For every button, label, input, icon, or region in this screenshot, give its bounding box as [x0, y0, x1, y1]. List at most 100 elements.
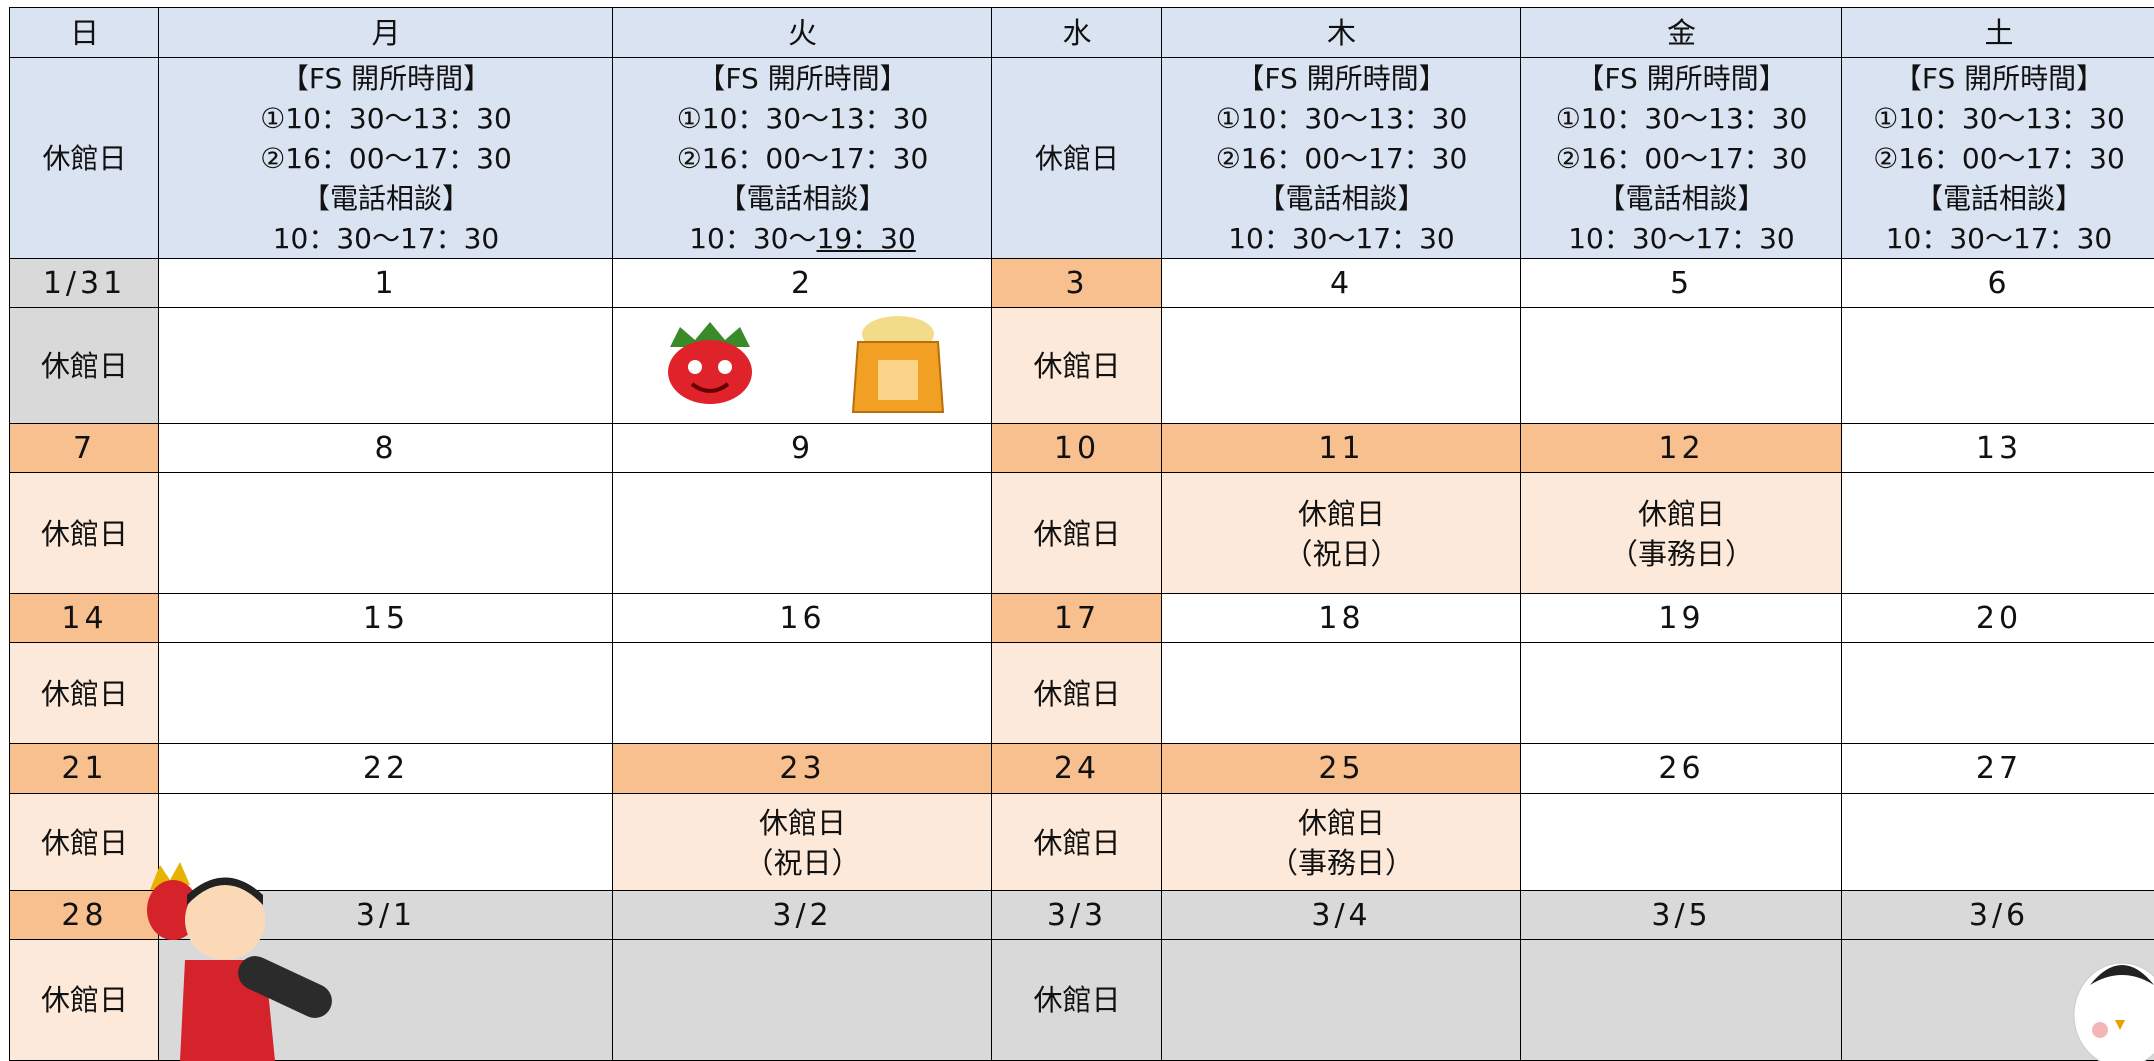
note-cell: 休館日	[991, 472, 1163, 595]
text: 10：30～17：30	[1568, 221, 1795, 255]
text: 【電話相談】	[1257, 181, 1426, 215]
date-cell: 3/2	[612, 890, 993, 941]
text: 18	[1318, 600, 1365, 636]
hours-cell: 【FS 開所時間】 ①10：30～13：30 ②16：00～17：30 【電話相談】 1…	[1520, 57, 1843, 260]
date-cell: 1/31	[9, 258, 160, 309]
text: ①10：30～13：30	[1873, 101, 2125, 135]
note-cell: 休館日 （事務日）	[1520, 472, 1843, 595]
note-cell	[1161, 939, 1522, 1061]
text: 23	[779, 751, 826, 786]
date-cell: 3	[991, 258, 1163, 309]
text: （事務日）	[1608, 536, 1754, 571]
text: 日	[69, 16, 99, 50]
text: 【電話相談】	[1597, 181, 1766, 215]
text: 16	[779, 600, 826, 636]
date-cell: 8	[158, 423, 614, 474]
text: 【FS 開所時間】	[697, 61, 908, 95]
hours-cell: 休館日	[991, 57, 1163, 260]
note-cell: 休館日	[9, 939, 160, 1061]
text: 金	[1666, 16, 1696, 50]
text: 休館日	[758, 805, 846, 840]
note-cell: 休館日	[9, 472, 160, 595]
text: 22	[362, 751, 410, 786]
text: 10：30～17：30	[1228, 221, 1455, 255]
line: 【電話相談】	[1915, 179, 2083, 219]
date-cell: 18	[1161, 593, 1522, 644]
note-cell: 休館日 （事務日）	[1161, 793, 1522, 892]
date-cell: 2	[612, 258, 993, 309]
text: 3/3	[1046, 897, 1108, 933]
date-cell: 12	[1520, 423, 1843, 474]
note-cell	[612, 939, 993, 1061]
text: 2	[790, 265, 815, 301]
text: 休館日	[1637, 496, 1725, 531]
line: 10：30～17：30	[1228, 219, 1455, 259]
text: ②16：00～17：30	[1555, 141, 1808, 175]
line: 10：30～19：30	[689, 219, 916, 259]
note-cell	[158, 642, 614, 745]
text: 27	[1975, 751, 2023, 786]
text: 休館日	[1033, 825, 1121, 860]
note-cell: 休館日	[991, 307, 1163, 425]
line: ②16：00～17：30	[260, 139, 512, 179]
text: 休館日	[40, 983, 128, 1017]
weekday-header: 水	[991, 7, 1163, 59]
text: 3/1	[355, 897, 417, 933]
note-cell: 休館日	[991, 939, 1163, 1061]
text: 19：30	[816, 221, 916, 255]
text: 【FS 開所時間】	[1576, 61, 1787, 95]
text: 10：30～17：30	[272, 221, 500, 255]
text: ①10：30～13：30	[1215, 101, 1468, 135]
text: 9	[790, 430, 815, 466]
text: 【FS 開所時間】	[280, 61, 492, 95]
line: 【電話相談】	[302, 179, 470, 219]
date-cell: 3/6	[1841, 890, 2154, 941]
note-cell: 休館日	[991, 642, 1163, 745]
line: ①10：30～13：30	[677, 99, 929, 139]
line: 【FS 開所時間】	[1236, 59, 1446, 99]
line: 10：30～17：30	[273, 219, 500, 259]
date-cell: 7	[9, 423, 160, 474]
note-cell	[1520, 642, 1843, 745]
line: 休館日	[1638, 494, 1725, 534]
weekday-header: 金	[1520, 7, 1843, 59]
text: 休館日	[40, 516, 128, 551]
date-cell: 25	[1161, 743, 1522, 795]
text: 木	[1326, 16, 1356, 50]
date-cell: 11	[1161, 423, 1522, 474]
text: 3/2	[772, 897, 833, 933]
text: 7	[72, 430, 97, 466]
text: 25	[1318, 751, 1365, 786]
text: 28	[61, 897, 108, 933]
text: ②16：00～17：30	[260, 141, 512, 175]
text: 26	[1658, 751, 1705, 786]
line: 【FS 開所時間】	[1894, 59, 2104, 99]
text: 3	[1065, 265, 1089, 301]
line: ②16：00～17：30	[1873, 139, 2125, 179]
date-cell: 28	[9, 890, 160, 941]
line: 10：30～17：30	[1886, 219, 2113, 259]
line: ①10：30～13：30	[1216, 99, 1468, 139]
line: 【FS 開所時間】	[697, 59, 907, 99]
hours-cell: 休館日	[9, 57, 160, 260]
note-cell	[612, 472, 993, 595]
text: 17	[1053, 600, 1101, 636]
text: ①10：30～13：30	[260, 101, 512, 135]
note-cell: 休館日 （祝日）	[1161, 472, 1522, 595]
line: 【FS 開所時間】	[1576, 59, 1786, 99]
text: 休館日	[1297, 805, 1385, 840]
weekday-header: 火	[612, 7, 993, 59]
date-cell: 20	[1841, 593, 2154, 644]
text: 15	[362, 600, 410, 636]
text: 24	[1053, 751, 1101, 786]
text: 【FS 開所時間】	[1236, 61, 1447, 95]
text: 【電話相談】	[1914, 181, 2083, 215]
note-cell: 休館日	[9, 642, 160, 745]
date-cell: 22	[158, 743, 614, 795]
text: （祝日）	[1283, 536, 1400, 571]
text: ①10：30～13：30	[1555, 101, 1808, 135]
line: ②16：00～17：30	[1556, 139, 1808, 179]
oni-illustration	[668, 322, 752, 404]
text: 休館日	[40, 676, 128, 711]
date-cell: 26	[1520, 743, 1843, 795]
